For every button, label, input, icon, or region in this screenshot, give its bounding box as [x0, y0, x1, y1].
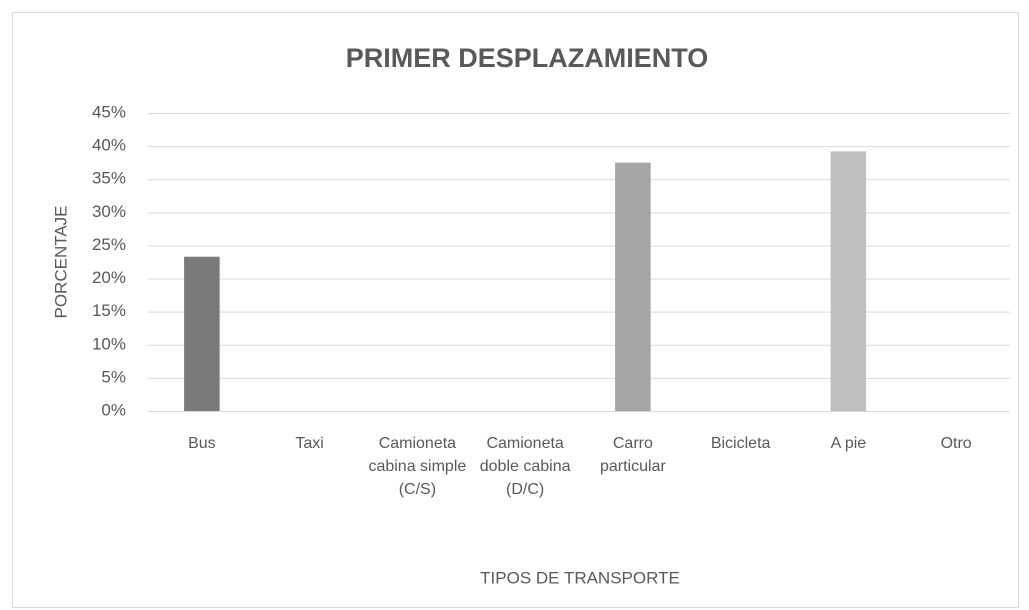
y-tick-label: 10% [92, 334, 126, 353]
y-axis-title: PORCENTAJE [51, 205, 70, 318]
y-tick-label: 35% [92, 169, 126, 188]
x-tick-label: Bicicleta [710, 435, 771, 452]
y-tick-label: 25% [92, 235, 126, 254]
bar [615, 162, 651, 411]
x-tick-label: Carro particular [599, 435, 666, 475]
bar [830, 151, 867, 412]
x-tick-label: Taxi [295, 435, 324, 452]
x-tick-label: Camioneta cabina simple (C/S) [368, 435, 467, 498]
chart-border [12, 12, 1019, 608]
x-axis-title: TIPOS DE TRANSPORTE [480, 568, 680, 587]
x-tick-label: Bus [188, 435, 216, 452]
y-tick-label: 0% [101, 400, 126, 419]
x-tick-label: Otro [940, 435, 972, 452]
x-tick-label: Camioneta doble cabina (D/C) [479, 435, 571, 498]
chart-title: PRIMER DESPLAZAMIENTO [346, 43, 709, 73]
y-tick-label: 15% [92, 301, 126, 320]
x-tick-label: A pie [830, 435, 867, 452]
bar [184, 256, 220, 411]
y-tick-label: 20% [92, 268, 126, 287]
y-tick-label: 5% [101, 367, 126, 386]
y-tick-label: 40% [92, 136, 126, 155]
y-tick-label: 30% [92, 202, 126, 221]
y-tick-label: 45% [92, 102, 126, 121]
